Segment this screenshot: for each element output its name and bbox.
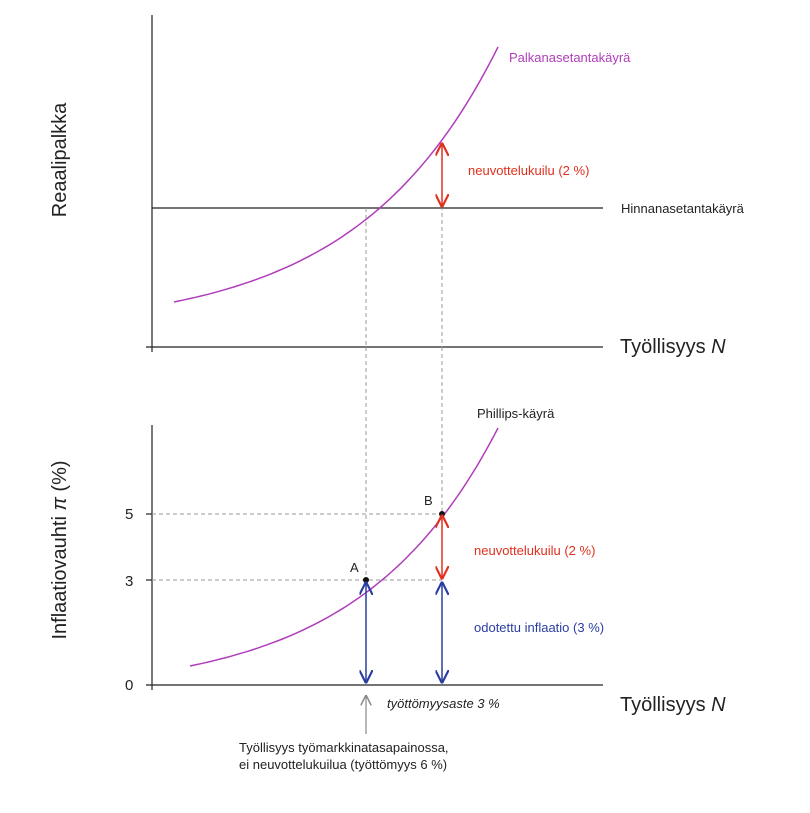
bottom-panel: Inflaatiovauhti π (%) Työllisyys N 5 3 0… <box>49 406 726 772</box>
y-tick-0: 0 <box>125 677 133 694</box>
point-b-label: B <box>424 493 433 508</box>
top-x-axis-title: Työllisyys N <box>620 336 726 358</box>
top-gap-label: neuvottelukuilu (2 %) <box>468 163 589 178</box>
top-y-axis-title: Reaalipalkka <box>49 102 71 217</box>
wage-setting-curve <box>173 46 499 303</box>
equilibrium-note-line1: Työllisyys työmarkkinatasapainossa, <box>239 740 449 755</box>
bottom-y-axis-title: Inflaatiovauhti π (%) <box>49 460 71 639</box>
point-a-label: A <box>350 560 359 575</box>
phillips-curve-label: Phillips-käyrä <box>477 406 555 421</box>
point-a <box>363 577 369 583</box>
unemployment-rate-label: työttömyysaste 3 % <box>387 696 500 711</box>
y-tick-5: 5 <box>125 506 133 523</box>
bottom-gap-label: neuvottelukuilu (2 %) <box>474 543 595 558</box>
price-setting-curve-label: Hinnanasetantakäyrä <box>621 201 745 216</box>
bottom-x-axis-title: Työllisyys N <box>620 694 726 716</box>
phillips-curve <box>189 427 499 667</box>
y-tick-3: 3 <box>125 573 133 590</box>
top-panel: Reaalipalkka Työllisyys N Hinnanasetanta… <box>49 15 745 358</box>
equilibrium-note-line2: ei neuvottelukuilua (työttömyys 6 %) <box>239 757 447 772</box>
wage-setting-curve-label: Palkanasetantakäyrä <box>509 50 631 65</box>
expected-inflation-label: odotettu inflaatio (3 %) <box>474 620 604 635</box>
